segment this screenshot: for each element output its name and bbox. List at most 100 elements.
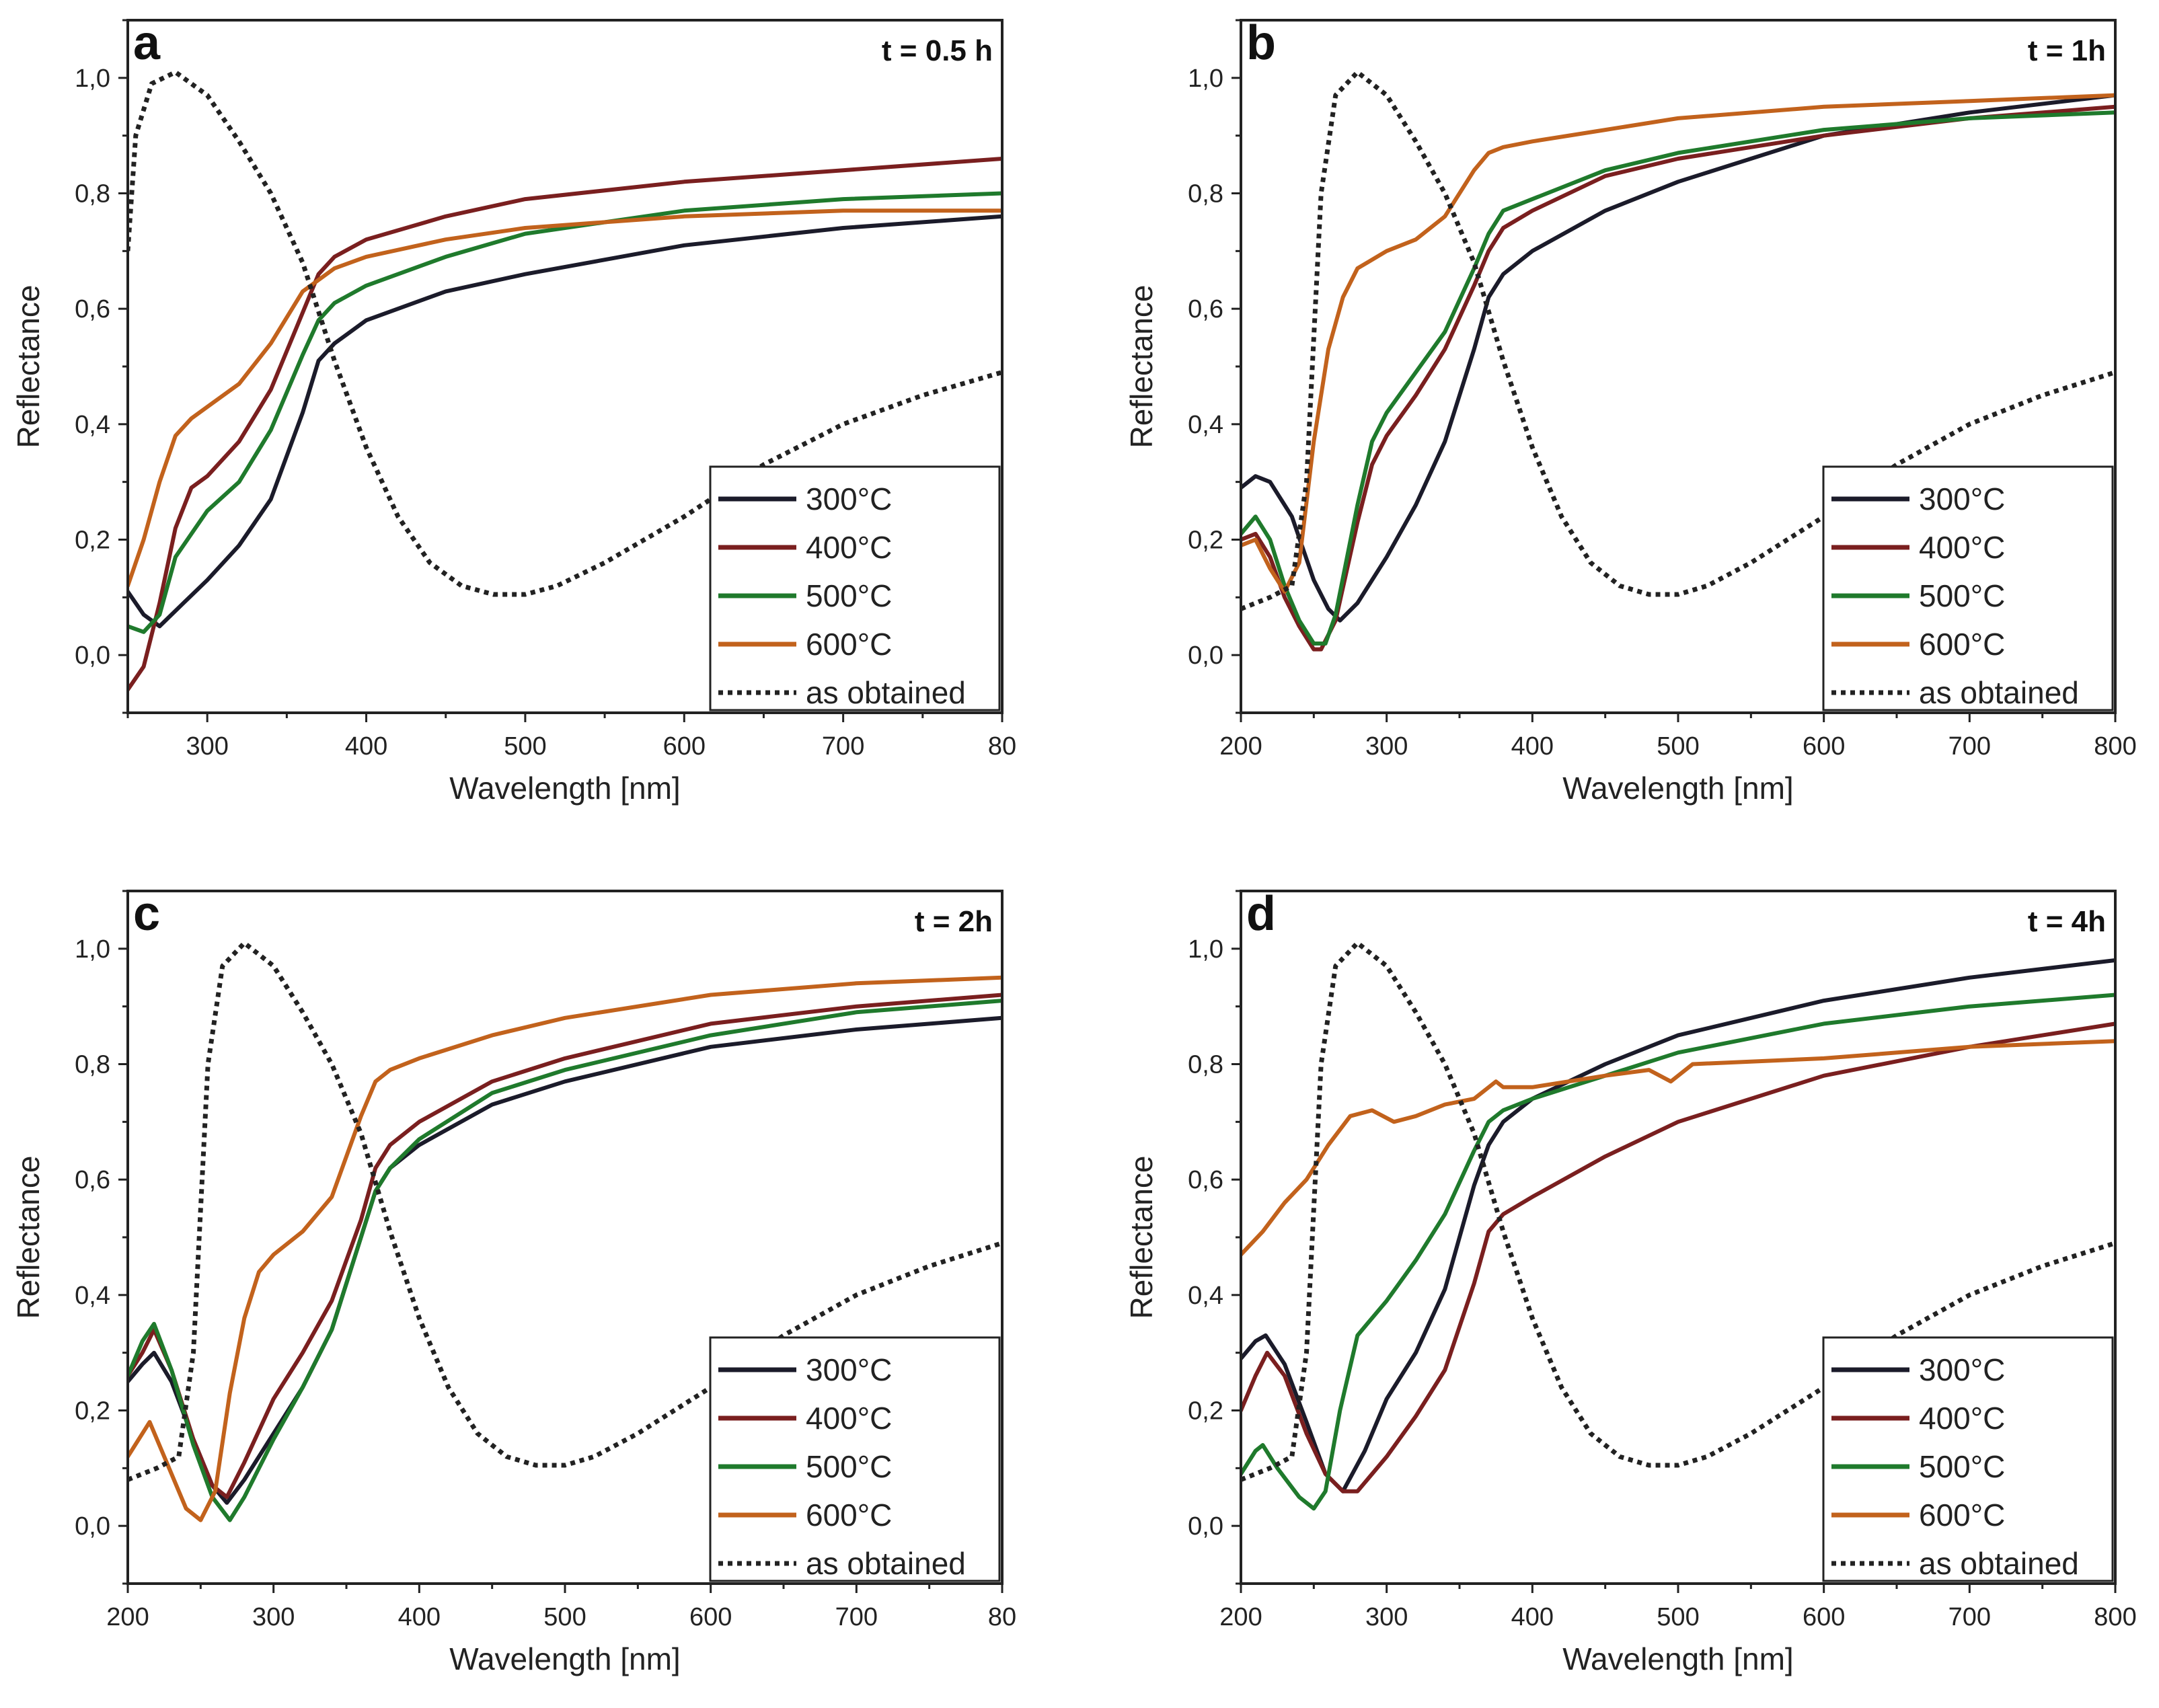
panel-a: 300 400 500 600 700 80 0,0 0,2 0,4 0,6 0,8 1,0 Wavel… — [11, 16, 1016, 806]
x-tick-label: 500 — [1657, 732, 1699, 761]
legend-label-300: 300°C — [1919, 481, 2005, 516]
x-tick-label: 700 — [1948, 732, 1991, 761]
x-tick-label: 700 — [1948, 1603, 1991, 1631]
x-tick-label: 200 — [1219, 1603, 1262, 1631]
legend-box — [709, 465, 1001, 711]
series-line-300-panel-b — [1241, 93, 2115, 623]
legend-label-as_obtained: as obtained — [806, 675, 966, 710]
y-tick-label: 1,0 — [75, 65, 110, 93]
panel-time-label: t = 4h — [2028, 905, 2106, 938]
legend-label-as_obtained: as obtained — [1919, 1546, 2079, 1581]
series-line-400-panel-b — [1241, 104, 2115, 652]
y-tick-label: 0,4 — [75, 411, 110, 439]
x-tick-label: 300 — [252, 1603, 295, 1631]
y-tick-label: 0,0 — [75, 1512, 110, 1541]
y-tick-label: 0,6 — [1188, 1166, 1223, 1194]
x-tick-label: 700 — [822, 732, 864, 761]
y-tick-label: 0,2 — [75, 1397, 110, 1426]
x-tick-label: 300 — [186, 732, 228, 761]
panel-time-label: t = 2h — [915, 905, 993, 938]
legend-label-400: 400°C — [806, 1401, 892, 1436]
series-line-600-panel-b — [1241, 93, 2115, 594]
panel-d: 200 300 400 500 600 700 800 0,0 0,2 0,4 0,6 0,8 1,0 W… — [1124, 887, 2137, 1676]
x-tick-label: 600 — [663, 732, 706, 761]
x-axis-title: Wavelength [nm] — [1562, 771, 1793, 806]
panel-letter: d — [1246, 887, 1276, 941]
y-tick-label: 0,2 — [75, 527, 110, 555]
series-line-300-panel-d — [1241, 958, 2115, 1493]
y-tick-label: 0,8 — [75, 1051, 110, 1079]
panel-letter: b — [1246, 16, 1276, 70]
legend: 300°C 400°C 500°C 600°C as obtained — [709, 1336, 1001, 1582]
x-tick-label: 500 — [543, 1603, 586, 1631]
x-tick-label: 400 — [398, 1603, 441, 1631]
y-axis-title: Reflectance — [1124, 285, 1159, 449]
legend-label-300: 300°C — [1919, 1352, 2005, 1387]
y-tick-label: 0,2 — [1188, 527, 1223, 555]
panel-b: 200 300 400 500 600 700 800 0,0 0,2 0,4 0,6 0,8 1,0 W… — [1124, 16, 2137, 806]
legend-box — [1822, 465, 2114, 711]
series-line-400-panel-a — [128, 157, 1002, 692]
y-tick-label: 0,0 — [1188, 1512, 1223, 1541]
panel-time-label: t = 0.5 h — [882, 34, 993, 67]
legend-label-500: 500°C — [1919, 578, 2005, 613]
x-tick-label: 600 — [689, 1603, 732, 1631]
y-tick-label: 0,2 — [1188, 1397, 1223, 1426]
x-tick-label: 200 — [106, 1603, 149, 1631]
x-tick-label: 500 — [504, 732, 546, 761]
x-tick-label: 600 — [1803, 732, 1845, 761]
x-tick-label: 300 — [1365, 732, 1408, 761]
x-tick-label: 400 — [1511, 732, 1554, 761]
legend: 300°C 400°C 500°C 600°C as obtained — [709, 465, 1001, 711]
legend-box — [1822, 1336, 2114, 1582]
x-tick-label: 80 — [988, 1603, 1016, 1631]
y-tick-label: 0,6 — [1188, 295, 1223, 323]
series-line-500-panel-b — [1241, 110, 2115, 646]
panel-letter: c — [133, 887, 160, 941]
legend-label-300: 300°C — [806, 481, 892, 516]
series-line-300-panel-a — [128, 214, 1002, 629]
series-line-600-panel-a — [128, 208, 1002, 588]
x-tick-label: 500 — [1657, 1603, 1699, 1631]
panel-letter: a — [133, 16, 161, 70]
x-tick-label: 600 — [1803, 1603, 1845, 1631]
y-tick-label: 0,6 — [75, 1166, 110, 1194]
y-tick-label: 1,0 — [75, 935, 110, 964]
x-tick-label: 200 — [1219, 732, 1262, 761]
y-axis-title: Reflectance — [11, 1156, 46, 1319]
x-axis-title: Wavelength [nm] — [449, 1641, 680, 1676]
x-tick-label: 800 — [2094, 1603, 2136, 1631]
y-axis-title: Reflectance — [1124, 1156, 1159, 1319]
y-axis-title: Reflectance — [11, 285, 46, 449]
x-tick-label: 700 — [835, 1603, 878, 1631]
y-tick-label: 0,8 — [1188, 180, 1223, 208]
legend-label-600: 600°C — [806, 1498, 892, 1532]
x-axis-title: Wavelength [nm] — [1562, 1641, 1793, 1676]
series-line-500-panel-c — [128, 999, 1002, 1522]
legend-label-500: 500°C — [806, 1449, 892, 1484]
series-line-600-panel-d — [1241, 1039, 2115, 1257]
legend-label-500: 500°C — [1919, 1449, 2005, 1484]
legend-label-300: 300°C — [806, 1352, 892, 1387]
y-tick-label: 1,0 — [1188, 935, 1223, 964]
legend-box — [709, 1336, 1001, 1582]
x-tick-label: 400 — [1511, 1603, 1554, 1631]
legend-label-as_obtained: as obtained — [806, 1546, 966, 1581]
y-tick-label: 0,8 — [1188, 1051, 1223, 1079]
x-axis-title: Wavelength [nm] — [449, 771, 680, 806]
x-tick-label: 300 — [1365, 1603, 1408, 1631]
series-line-400-panel-d — [1241, 1021, 2115, 1493]
legend-label-500: 500°C — [806, 578, 892, 613]
y-tick-label: 0,4 — [1188, 411, 1223, 439]
series-line-500-panel-d — [1241, 993, 2115, 1511]
legend: 300°C 400°C 500°C 600°C as obtained — [1822, 1336, 2114, 1582]
legend: 300°C 400°C 500°C 600°C as obtained — [1822, 465, 2114, 711]
y-tick-label: 0,0 — [1188, 642, 1223, 670]
legend-label-600: 600°C — [1919, 627, 2005, 662]
legend-label-600: 600°C — [806, 627, 892, 662]
x-tick-label: 400 — [345, 732, 387, 761]
legend-label-as_obtained: as obtained — [1919, 675, 2079, 710]
series-line-600-panel-c — [128, 975, 1002, 1522]
y-tick-label: 0,4 — [75, 1282, 110, 1310]
